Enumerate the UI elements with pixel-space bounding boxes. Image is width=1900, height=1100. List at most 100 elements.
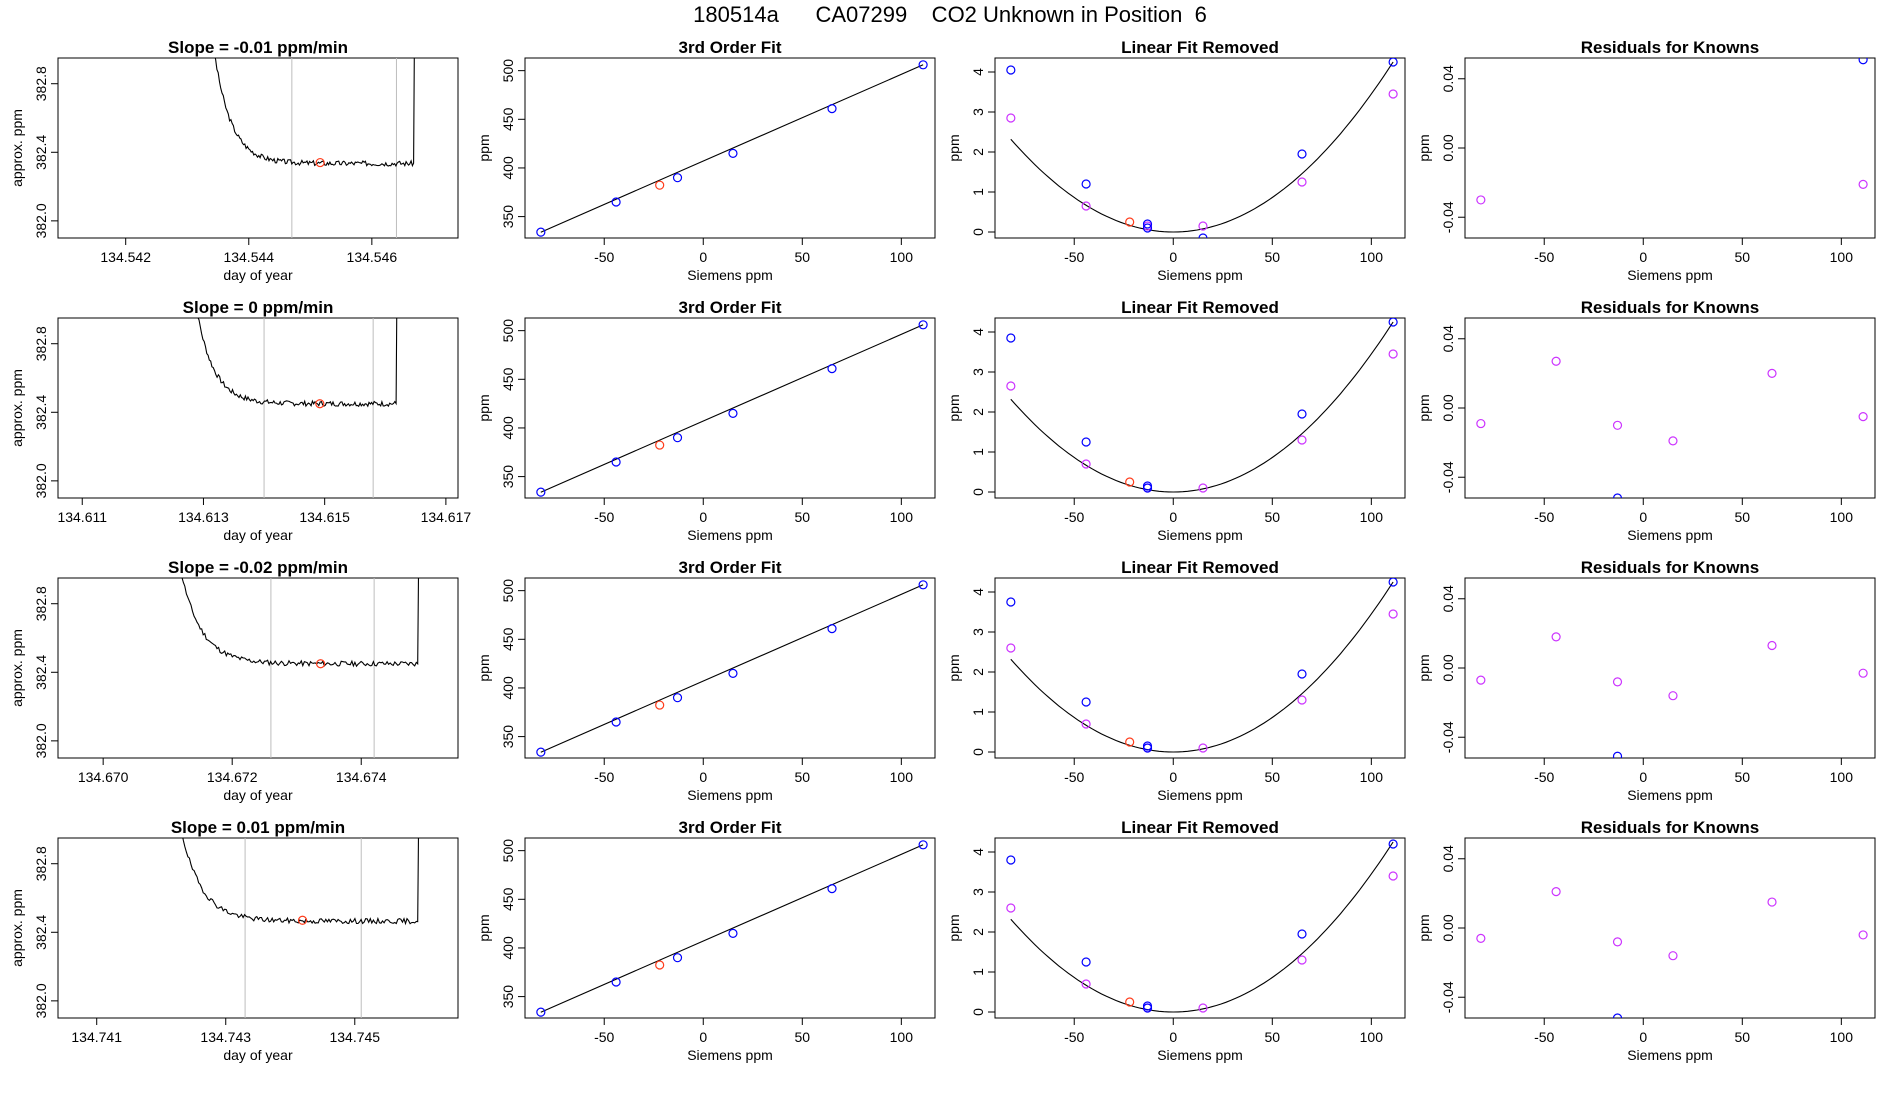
y-tick-label: 350 (500, 205, 516, 229)
x-tick-label: 50 (795, 509, 811, 525)
y-tick-label: 4 (970, 588, 986, 596)
x-axis-label: day of year (223, 267, 293, 283)
known-point (672, 433, 683, 443)
plot-area (182, 838, 420, 1018)
residual-point (1858, 179, 1868, 189)
x-axis-label: day of year (223, 1047, 293, 1063)
x-tick-label: -50 (1064, 1029, 1084, 1045)
known-point (611, 717, 621, 727)
known-point (1006, 65, 1016, 75)
y-tick-label: 450 (500, 367, 516, 391)
residual-point (1612, 677, 1623, 687)
residual-point (1006, 903, 1016, 913)
y-axis-label: ppm (946, 394, 962, 421)
unknown-point (315, 399, 325, 409)
x-tick-label: 134.670 (78, 769, 129, 785)
residual-point (1198, 1003, 1208, 1013)
y-tick-label: 1 (970, 188, 986, 196)
unknown-point (655, 180, 665, 190)
residual-point (1551, 632, 1561, 642)
x-tick-label: 50 (1735, 769, 1751, 785)
fit-curve (1010, 841, 1394, 1013)
y-tick-label: 0 (970, 488, 986, 496)
known-point (918, 320, 928, 330)
known-point (1612, 751, 1623, 758)
x-tick-label: 0 (699, 769, 707, 785)
known-point (918, 580, 928, 590)
x-axis-label: Siemens ppm (1627, 267, 1713, 283)
y-axis-label: ppm (476, 654, 492, 681)
known-point (827, 103, 837, 114)
known-point (728, 928, 738, 938)
series-line (182, 838, 420, 926)
y-axis-label: ppm (476, 914, 492, 941)
fit-curve (1010, 61, 1394, 233)
y-tick-label: 382.8 (33, 326, 49, 361)
x-axis-label: Siemens ppm (1157, 267, 1243, 283)
plot-area (536, 580, 928, 757)
known-point (728, 148, 738, 158)
y-tick-label: 450 (500, 627, 516, 651)
panel-title: Linear Fit Removed (1121, 818, 1279, 837)
y-tick-label: 4 (970, 68, 986, 76)
panel-title: 3rd Order Fit (679, 558, 782, 577)
y-tick-label: 382.4 (33, 395, 49, 430)
y-tick-label: 382.4 (33, 915, 49, 950)
x-tick-label: -50 (594, 249, 614, 265)
x-tick-label: 100 (1360, 509, 1384, 525)
x-tick-label: 100 (1830, 509, 1854, 525)
known-point (827, 883, 837, 894)
unknown-point (1125, 477, 1135, 487)
x-axis-label: Siemens ppm (1157, 787, 1243, 803)
x-tick-label: -50 (1534, 509, 1554, 525)
y-tick-label: 0.00 (1440, 134, 1456, 161)
unknown-point (1125, 217, 1135, 227)
x-tick-label: 50 (795, 769, 811, 785)
panel-title: Slope = -0.02 ppm/min (168, 558, 348, 577)
plot-frame (994, 577, 1406, 759)
panel-title: Linear Fit Removed (1121, 558, 1279, 577)
known-point (1297, 669, 1307, 679)
residual-point (1006, 113, 1016, 123)
known-point (1198, 233, 1208, 238)
known-point (1388, 578, 1398, 587)
x-tick-label: 100 (1830, 769, 1854, 785)
known-point (1612, 1013, 1623, 1018)
residual-point (1388, 89, 1398, 99)
fit-curve (1010, 581, 1394, 753)
x-tick-label: 0 (699, 509, 707, 525)
panel-title: 3rd Order Fit (679, 818, 782, 837)
unknown-point (655, 700, 665, 710)
x-axis-label: Siemens ppm (1627, 1047, 1713, 1063)
known-point (536, 227, 546, 237)
x-tick-label: 0 (1169, 509, 1177, 525)
y-tick-label: -0.04 (1440, 461, 1456, 493)
y-tick-label: 3 (970, 368, 986, 376)
y-tick-label: 4 (970, 848, 986, 856)
y-tick-label: 3 (970, 628, 986, 636)
plot-frame (994, 837, 1406, 1019)
panel-title: 3rd Order Fit (679, 298, 782, 317)
y-tick-label: 500 (500, 839, 516, 863)
known-point (1142, 1003, 1153, 1013)
plot-frame (1464, 577, 1876, 759)
known-point (1612, 493, 1623, 498)
y-axis-label: ppm (476, 134, 492, 161)
y-tick-label: 1 (970, 708, 986, 716)
x-tick-label: -50 (594, 769, 614, 785)
plot-area (1006, 58, 1398, 238)
residual-point (1081, 201, 1091, 211)
y-tick-label: 3 (970, 888, 986, 896)
plot-area (536, 320, 928, 497)
panel-title: Residuals for Knowns (1581, 818, 1760, 837)
x-tick-label: 50 (1265, 249, 1281, 265)
x-tick-label: 134.617 (421, 509, 472, 525)
panel-title: Slope = 0 ppm/min (183, 298, 334, 317)
y-tick-label: 382.0 (33, 983, 49, 1018)
x-tick-label: 50 (795, 249, 811, 265)
residual-point (1476, 418, 1486, 429)
y-tick-label: 0.04 (1440, 845, 1456, 872)
x-tick-label: 134.674 (336, 769, 387, 785)
residual-point (1081, 719, 1091, 729)
x-axis-label: Siemens ppm (687, 1047, 773, 1063)
